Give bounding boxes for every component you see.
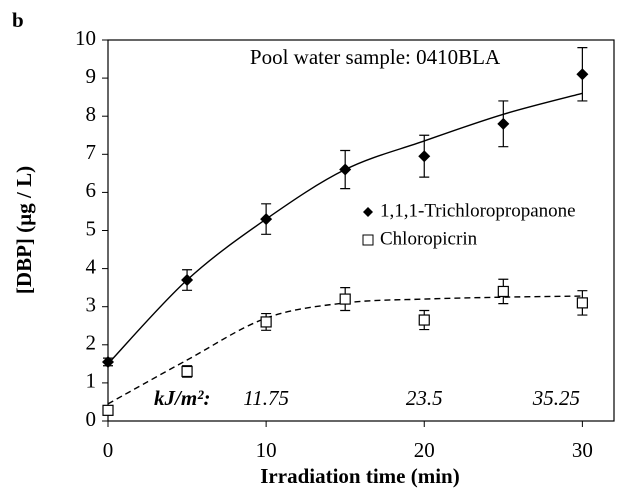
y-tick-label: 7 [86,140,97,164]
x-tick-label: 10 [256,438,277,462]
x-tick-label: 30 [572,438,593,462]
legend-marker [363,207,373,217]
x-axis-label: Irradiation time (min) [260,464,459,488]
annotation: 35.25 [532,386,580,410]
y-tick-label: 5 [86,216,97,240]
point [497,117,510,130]
point [339,293,351,305]
legend-label: 1,1,1-Trichloropropanone [380,200,576,221]
annotation: 23.5 [406,386,443,410]
chart-title: Pool water sample: 0410BLA [250,45,501,69]
point [260,316,272,328]
annotation: kJ/m²: [154,386,210,410]
point [102,404,114,416]
point [260,213,273,226]
y-tick-label: 9 [86,64,97,88]
point [181,274,194,287]
y-tick-label: 10 [75,26,96,50]
y-tick-label: 4 [86,254,97,278]
legend-label: Chloropicrin [380,228,478,249]
point [418,314,430,326]
point [339,163,352,176]
panel-label: b [12,8,24,32]
annotation: 11.75 [243,386,289,410]
point [576,297,588,309]
legend-marker [362,234,374,246]
x-tick-label: 0 [103,438,114,462]
y-axis-label: [DBP] (µg / L) [12,166,36,294]
point [497,285,509,298]
y-tick-label: 6 [86,178,97,202]
y-tick-label: 0 [86,407,97,431]
x-tick-label: 20 [414,438,435,462]
point [418,150,431,163]
y-tick-label: 1 [86,369,97,393]
point [576,68,589,81]
point [102,355,114,368]
point [181,365,193,378]
y-tick-label: 3 [86,293,97,317]
trend-line [107,295,583,405]
y-tick-label: 2 [86,331,97,355]
y-tick-label: 8 [86,102,97,126]
